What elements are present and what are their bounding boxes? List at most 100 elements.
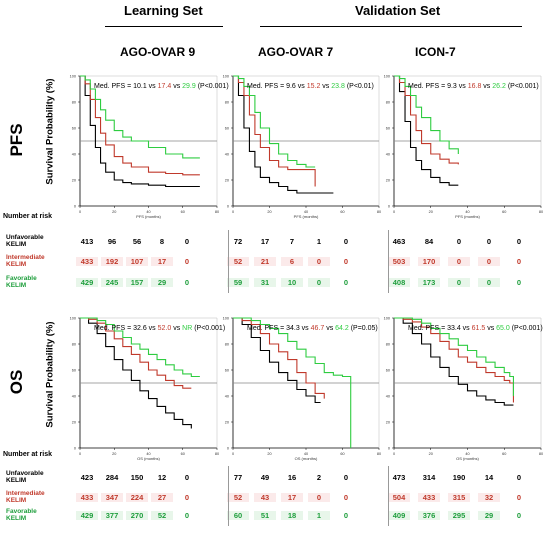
x-tick-label: 20 bbox=[112, 210, 116, 214]
risk-count: 6 bbox=[281, 257, 303, 266]
annotation-part: Med. PFS = 32.6 bbox=[94, 325, 147, 332]
median-annotation: Med. PFS = 9.6 vs 15.2 vs 23.8 (P<0.01) bbox=[247, 83, 374, 90]
risk-count: 17 bbox=[151, 257, 173, 266]
annotation-part: Med. PFS = 33.4 bbox=[408, 325, 461, 332]
risk-count: 72 bbox=[233, 237, 243, 246]
risk-group-label: Intermediate KELIM bbox=[6, 254, 45, 268]
y-tick-label: 20 bbox=[72, 179, 76, 183]
risk-count: 16 bbox=[287, 473, 297, 482]
y-tick-label: 60 bbox=[72, 369, 76, 373]
x-tick-label: 0 bbox=[79, 452, 81, 456]
km-curve-intermediate bbox=[80, 75, 200, 176]
risk-count: 433 bbox=[418, 493, 440, 502]
y-tick-label: 80 bbox=[225, 101, 229, 105]
trial-title-icon-7: ICON-7 bbox=[415, 45, 456, 59]
risk-count: 463 bbox=[392, 237, 406, 246]
risk-count: 0 bbox=[184, 257, 190, 266]
risk-count: 0 bbox=[184, 278, 190, 287]
annotation-part: vs bbox=[457, 83, 468, 90]
y-tick-label: 20 bbox=[72, 421, 76, 425]
risk-count: 0 bbox=[448, 257, 470, 266]
y-tick-label: 60 bbox=[386, 127, 390, 131]
annotation-part: 52.0 bbox=[158, 325, 172, 332]
annotation-part: vs bbox=[324, 325, 335, 332]
risk-count: 2 bbox=[316, 473, 322, 482]
km-curve-favorable bbox=[80, 317, 200, 378]
risk-count: 0 bbox=[308, 257, 330, 266]
y-tick-label: 0 bbox=[74, 205, 76, 209]
risk-group-label: Intermediate KELIM bbox=[6, 490, 45, 504]
risk-count: 504 bbox=[388, 493, 410, 502]
number-at-risk-label-os: Number at risk bbox=[3, 451, 53, 458]
y-tick-label: 80 bbox=[386, 101, 390, 105]
y-tick-label: 100 bbox=[223, 75, 229, 79]
risk-count: 503 bbox=[388, 257, 410, 266]
km-curve-favorable bbox=[233, 75, 316, 168]
number-at-risk-label-pfs: Number at risk bbox=[3, 213, 53, 220]
risk-count: 192 bbox=[101, 257, 123, 266]
risk-count: 0 bbox=[478, 278, 500, 287]
risk-count: 17 bbox=[260, 237, 270, 246]
x-tick-label: 40 bbox=[304, 210, 308, 214]
x-tick-label: 80 bbox=[377, 210, 381, 214]
km-curve-favorable bbox=[394, 75, 459, 154]
y-tick-label: 40 bbox=[225, 153, 229, 157]
km-curve-intermediate bbox=[233, 317, 325, 399]
risk-count: 17 bbox=[281, 493, 303, 502]
annotation-part: Med. PFS = 34.3 bbox=[247, 325, 300, 332]
risk-count: 77 bbox=[233, 473, 243, 482]
annotation-part: 64.2 bbox=[335, 325, 349, 332]
risk-count: 314 bbox=[422, 473, 436, 482]
y-tick-label: 100 bbox=[70, 75, 76, 79]
risk-count: 433 bbox=[76, 257, 98, 266]
risk-count: 0 bbox=[516, 278, 522, 287]
annotation-part: vs bbox=[300, 325, 311, 332]
annotation-part: vs bbox=[485, 325, 496, 332]
x-axis-title: OS (months) bbox=[137, 456, 160, 461]
risk-count: 0 bbox=[516, 257, 522, 266]
median-annotation: Med. PFS = 9.3 vs 16.8 vs 26.2 (P<0.001) bbox=[408, 83, 539, 90]
x-axis-title: OS (months) bbox=[456, 456, 479, 461]
km-curve-unfavorable bbox=[80, 75, 200, 188]
y-tick-label: 40 bbox=[386, 395, 390, 399]
y-tick-label: 100 bbox=[223, 317, 229, 321]
annotation-part: vs bbox=[461, 325, 472, 332]
x-tick-label: 40 bbox=[304, 452, 308, 456]
risk-count: 29 bbox=[151, 278, 173, 287]
y-tick-label: 20 bbox=[386, 179, 390, 183]
risk-count: 18 bbox=[281, 511, 303, 520]
risk-count: 284 bbox=[105, 473, 119, 482]
annotation-part: 17.4 bbox=[158, 83, 172, 90]
risk-count: 245 bbox=[101, 278, 123, 287]
median-annotation: Med. PFS = 33.4 vs 61.5 vs 65.0 (P<0.001… bbox=[408, 325, 543, 332]
annotation-part: NR bbox=[182, 325, 192, 332]
risk-group-label: Unfavorable KELIM bbox=[6, 234, 44, 248]
risk-count: 84 bbox=[424, 237, 434, 246]
risk-count: 14 bbox=[484, 473, 494, 482]
validation-set-header: Validation Set bbox=[355, 3, 441, 18]
annotation-part: 16.8 bbox=[468, 83, 482, 90]
risk-table-separator bbox=[228, 230, 229, 293]
risk-count: 0 bbox=[184, 237, 190, 246]
y-tick-label: 80 bbox=[72, 101, 76, 105]
learning-set-header: Learning Set bbox=[124, 3, 203, 18]
x-tick-label: 0 bbox=[393, 210, 395, 214]
km-curve-intermediate bbox=[394, 317, 514, 403]
risk-count: 429 bbox=[76, 511, 98, 520]
annotation-part: vs bbox=[171, 83, 182, 90]
x-tick-label: 60 bbox=[181, 452, 185, 456]
y-tick-label: 100 bbox=[70, 317, 76, 321]
x-axis-title: OS (months) bbox=[295, 456, 318, 461]
risk-count: 433 bbox=[76, 493, 98, 502]
x-tick-label: 0 bbox=[232, 452, 234, 456]
risk-count: 0 bbox=[448, 278, 470, 287]
risk-group-label: Favorable KELIM bbox=[6, 275, 37, 289]
annotation-part: vs bbox=[481, 83, 492, 90]
risk-count: 0 bbox=[343, 237, 349, 246]
risk-count: 224 bbox=[126, 493, 148, 502]
annotation-part: 65.0 bbox=[496, 325, 510, 332]
y-tick-label: 0 bbox=[74, 447, 76, 451]
x-axis-title: PFS (months) bbox=[294, 214, 319, 219]
y-tick-label: 100 bbox=[384, 75, 390, 79]
risk-count: 51 bbox=[254, 511, 276, 520]
